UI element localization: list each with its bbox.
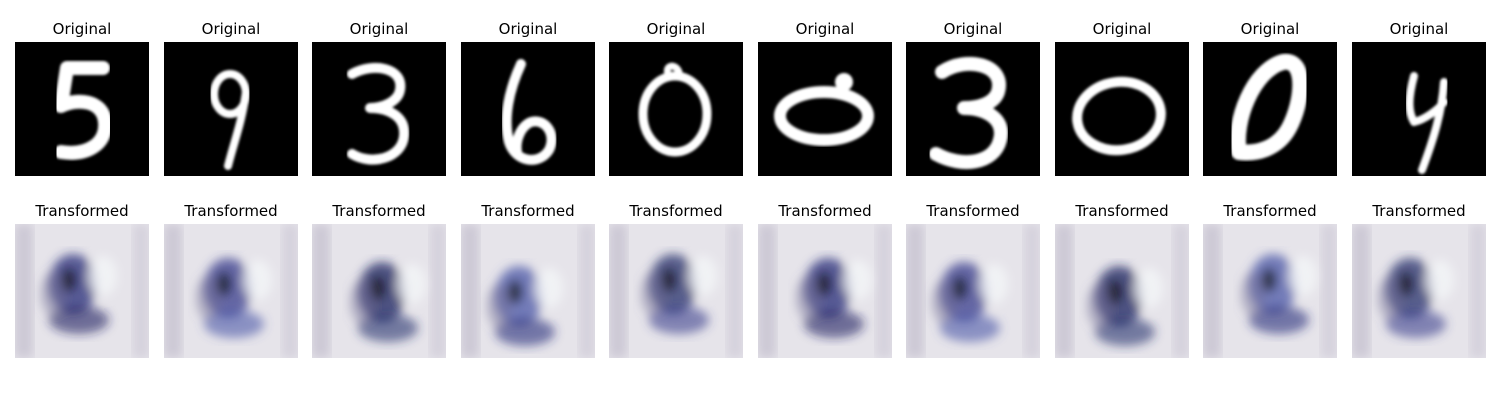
- transformed-image-5: [609, 224, 743, 358]
- original-digit-image-1: [15, 42, 149, 176]
- original-title-10: Original: [1389, 20, 1449, 38]
- transformed-title-8: Transformed: [1075, 202, 1169, 220]
- transformed-title-9: Transformed: [1223, 202, 1317, 220]
- transformed-image-2: [164, 224, 298, 358]
- original-title-5: Original: [646, 20, 706, 38]
- transformed-title-1: Transformed: [35, 202, 129, 220]
- transformed-image-6: [758, 224, 892, 358]
- transformed-title-5: Transformed: [629, 202, 723, 220]
- original-digit-image-8: [1055, 42, 1189, 176]
- original-digit-image-9: [1203, 42, 1337, 176]
- original-title-7: Original: [943, 20, 1003, 38]
- original-digit-image-7: [906, 42, 1040, 176]
- original-digit-image-5: [609, 42, 743, 176]
- transformed-image-3: [312, 224, 446, 358]
- transformed-image-7: [906, 224, 1040, 358]
- original-digit-image-10: [1352, 42, 1486, 176]
- transformed-image-8: [1055, 224, 1189, 358]
- original-digit-image-2: [164, 42, 298, 176]
- original-title-6: Original: [795, 20, 855, 38]
- original-digit-image-6: [758, 42, 892, 176]
- transformed-title-3: Transformed: [332, 202, 426, 220]
- transformed-image-9: [1203, 224, 1337, 358]
- transformed-title-7: Transformed: [926, 202, 1020, 220]
- original-title-2: Original: [201, 20, 261, 38]
- original-title-3: Original: [349, 20, 409, 38]
- original-digit-image-3: [312, 42, 446, 176]
- original-title-8: Original: [1092, 20, 1152, 38]
- original-title-1: Original: [52, 20, 112, 38]
- transformed-title-2: Transformed: [184, 202, 278, 220]
- original-title-4: Original: [498, 20, 558, 38]
- transformed-image-1: [15, 224, 149, 358]
- transformed-title-10: Transformed: [1372, 202, 1466, 220]
- transformed-title-4: Transformed: [481, 202, 575, 220]
- transformed-title-6: Transformed: [778, 202, 872, 220]
- original-digit-image-4: [461, 42, 595, 176]
- original-title-9: Original: [1240, 20, 1300, 38]
- transformed-image-4: [461, 224, 595, 358]
- transformed-image-10: [1352, 224, 1486, 358]
